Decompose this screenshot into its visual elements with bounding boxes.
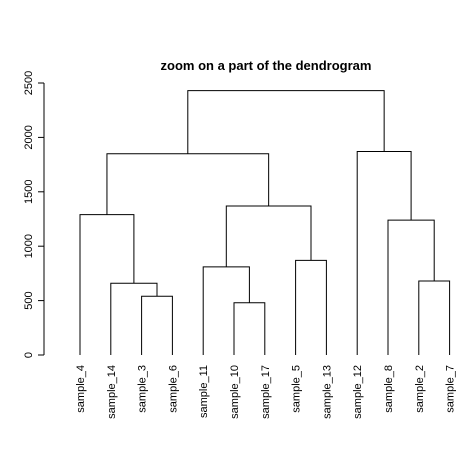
- chart-title: zoom on a part of the dendrogram: [161, 58, 372, 73]
- dendrogram-branch: [141, 295, 173, 355]
- y-tick-label: 2500: [23, 71, 35, 95]
- leaf-labels: sample_4 sample_14 sample_3 sample_6 sample_…: [75, 365, 457, 419]
- dendrogram-branch: [356, 151, 412, 355]
- y-tick-label: 1000: [23, 234, 35, 258]
- leaf-label: sample_5: [291, 365, 303, 413]
- y-tick-label: 0: [23, 352, 35, 358]
- leaf-label: sample_17: [260, 365, 272, 419]
- y-tick-label: 500: [23, 291, 35, 309]
- y-axis: 0 500 1000 1500 2000 2500: [23, 71, 45, 358]
- dendrogram-branch: [202, 266, 250, 355]
- leaf-label: sample_13: [321, 365, 333, 419]
- dendrogram-branches: [79, 90, 451, 355]
- leaf-label: sample_14: [106, 365, 118, 419]
- dendrogram-branch: [418, 280, 451, 355]
- dendrogram-branch: [233, 302, 266, 355]
- leaf-label: sample_6: [167, 365, 179, 413]
- leaf-label: sample_10: [229, 365, 241, 419]
- leaf-label: sample_11: [198, 365, 210, 418]
- leaf-label: sample_12: [352, 365, 364, 419]
- dendrogram-branch: [79, 214, 135, 355]
- dendrogram-branch: [387, 219, 435, 355]
- leaf-label: sample_3: [137, 365, 149, 413]
- y-tick-label: 1500: [23, 180, 35, 204]
- leaf-label: sample_2: [414, 365, 426, 413]
- dendrogram-branch: [110, 282, 158, 355]
- y-tick-label: 2000: [23, 125, 35, 149]
- leaf-label: sample_8: [383, 365, 395, 413]
- dendrogram-branch: [295, 259, 327, 355]
- leaf-label: sample_7: [445, 365, 457, 413]
- leaf-label: sample_4: [75, 365, 87, 413]
- dendrogram-branch: [187, 90, 385, 154]
- dendrogram-branch: [225, 205, 312, 267]
